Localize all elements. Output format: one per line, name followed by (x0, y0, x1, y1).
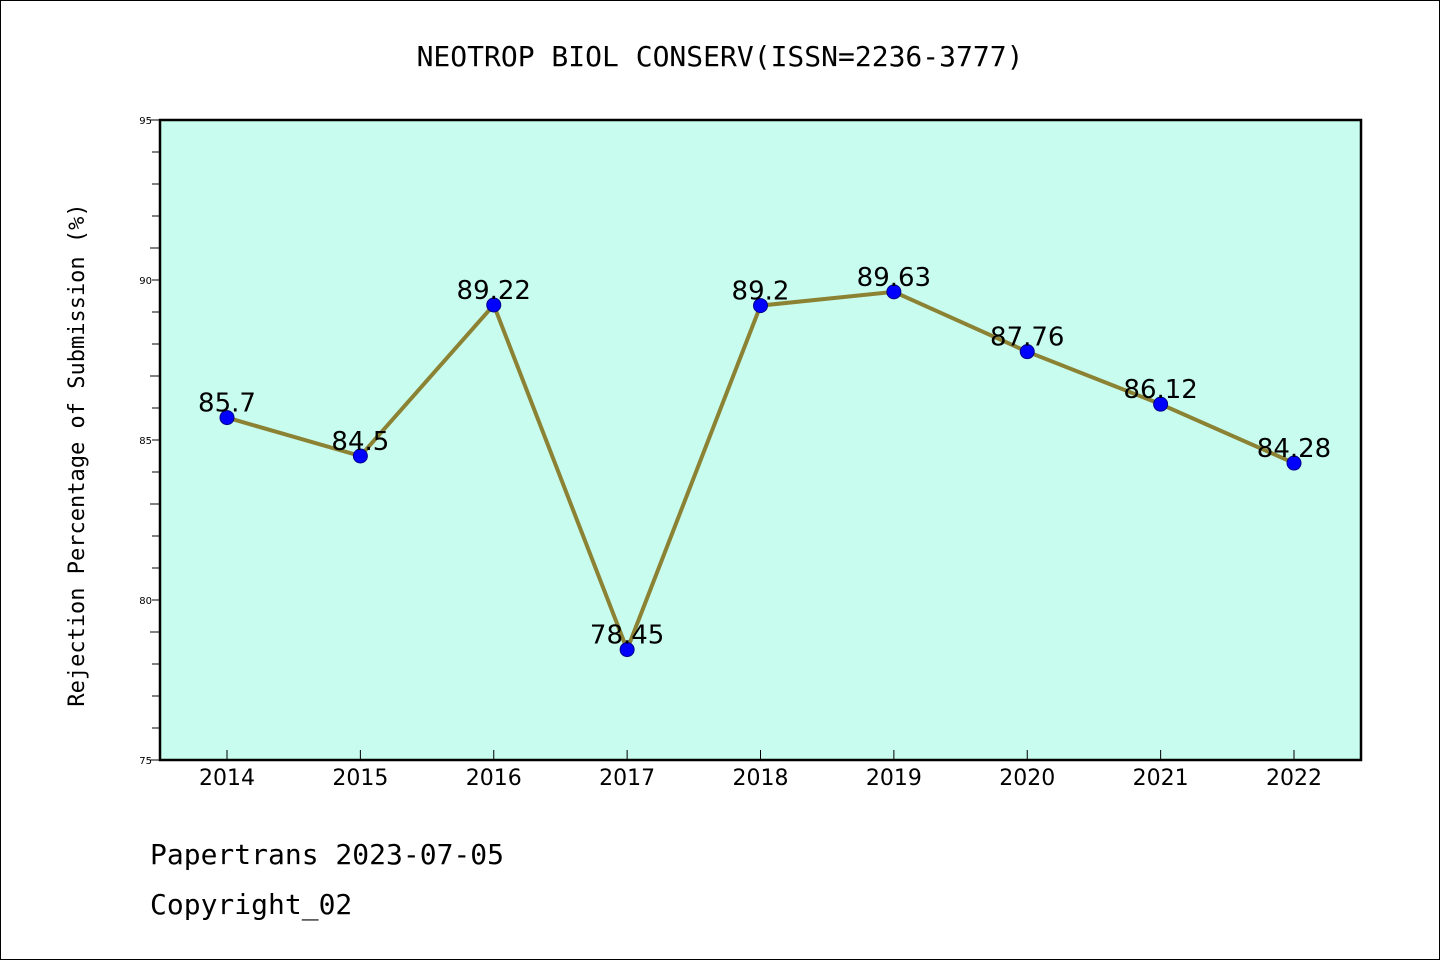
data-point (352, 448, 368, 464)
x-tick-label: 2018 (733, 766, 789, 791)
footer-source-line: Papertrans 2023-07-05 (150, 838, 504, 871)
x-tick-label: 2022 (1266, 766, 1322, 791)
y-tick-label: 80 (139, 596, 152, 607)
x-tick-label: 2020 (999, 766, 1055, 791)
y-axis-label: Rejection Percentage of Submission (%) (65, 203, 90, 706)
x-tick-label: 2021 (1133, 766, 1189, 791)
data-label: 89.2 (732, 277, 790, 307)
x-tick-label: 2017 (599, 766, 655, 791)
data-point (1019, 344, 1035, 360)
data-label: 84.5 (331, 427, 389, 457)
x-tick-label: 2019 (866, 766, 922, 791)
data-point (886, 284, 902, 300)
data-label: 78.45 (590, 621, 664, 651)
data-point (1286, 455, 1302, 471)
x-tick-label: 2015 (332, 766, 388, 791)
data-point (1153, 396, 1169, 412)
x-tick-label: 2014 (199, 766, 255, 791)
data-label: 86.12 (1123, 375, 1197, 405)
data-label: 89.63 (857, 263, 931, 293)
x-tick-label: 2016 (466, 766, 522, 791)
plot-area (158, 118, 1363, 762)
data-label: 87.76 (990, 323, 1064, 353)
data-label: 89.22 (457, 276, 531, 306)
y-axis: 75 80 85 90 95 (139, 116, 160, 767)
data-point (619, 642, 635, 658)
data-labels: 85.7 84.5 89.22 78.45 89.2 89.63 87.76 86.12 84.… (198, 263, 1331, 651)
y-tick-label: 75 (139, 756, 152, 767)
y-tick-label: 90 (139, 276, 152, 287)
data-point (753, 298, 768, 314)
series-rejection-percentage (219, 284, 1302, 658)
x-axis: 2014 2015 2016 2017 2018 2019 2020 2021 2022 (199, 750, 1322, 791)
data-point (486, 297, 502, 313)
footer-copyright-line: Copyright_02 (150, 888, 352, 922)
chart-title: NEOTROP BIOL CONSERV(ISSN=2236-3777) (417, 40, 1024, 73)
data-label: 84.28 (1257, 434, 1331, 464)
y-tick-label: 85 (139, 436, 152, 447)
data-label: 85.7 (198, 389, 256, 419)
data-point (219, 410, 235, 426)
y-tick-label: 95 (139, 116, 152, 127)
